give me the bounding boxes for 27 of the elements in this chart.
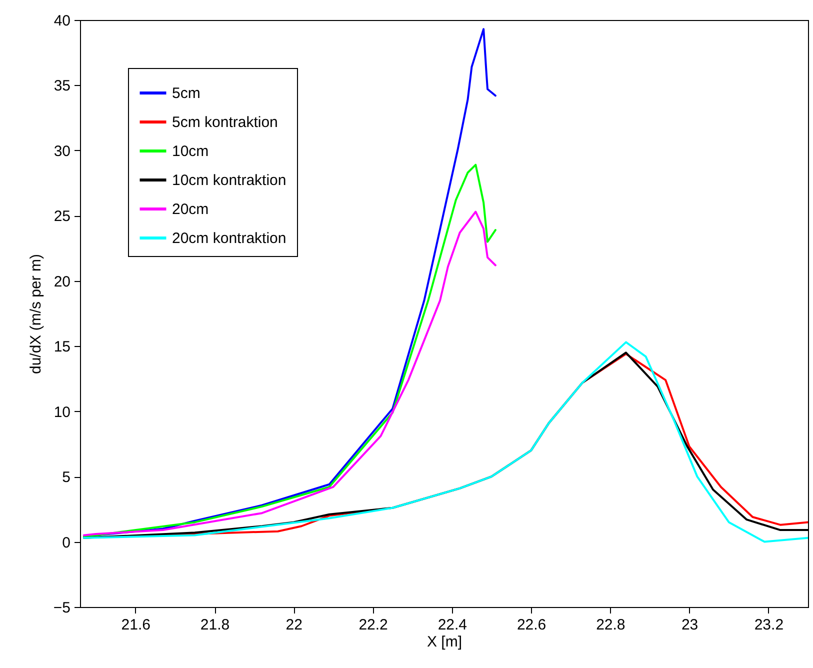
legend-label: 20cm kontraktion [172, 230, 286, 247]
x-tick-label: 21.8 [200, 616, 230, 634]
x-tick-label: 22.2 [358, 616, 388, 634]
x-tick-label: 22.4 [438, 616, 468, 634]
y-tick-label: 5 [62, 469, 70, 486]
x-tick-label: 22.8 [596, 616, 626, 634]
y-tick-label: 20 [54, 273, 70, 290]
x-tick-label: 23 [681, 616, 698, 634]
legend-label: 5cm [172, 85, 200, 102]
legend-label: 5cm kontraktion [172, 114, 278, 131]
y-tick-label: 25 [54, 208, 70, 226]
legend-label: 10cm kontraktion [172, 172, 286, 189]
legend-label: 20cm [172, 201, 209, 218]
y-tick-label: 0 [62, 534, 70, 552]
x-tick-label: 21.6 [121, 616, 150, 634]
y-axis-title: du/dX (m/s per m) [27, 254, 44, 374]
y-tick-label: 30 [54, 142, 70, 160]
y-tick-label: 15 [54, 338, 70, 356]
legend-label: 10cm [172, 143, 209, 160]
x-tick-label: 23.2 [754, 616, 784, 634]
x-axis-title: X [m] [426, 634, 462, 650]
y-tick-label: 10 [54, 404, 70, 421]
y-tick-label: 35 [54, 78, 70, 95]
y-tick-label: 40 [54, 12, 70, 30]
x-tick-label: 22 [286, 616, 302, 634]
x-tick-label: 22.6 [516, 616, 546, 634]
y-tick-label: −5 [53, 600, 70, 616]
